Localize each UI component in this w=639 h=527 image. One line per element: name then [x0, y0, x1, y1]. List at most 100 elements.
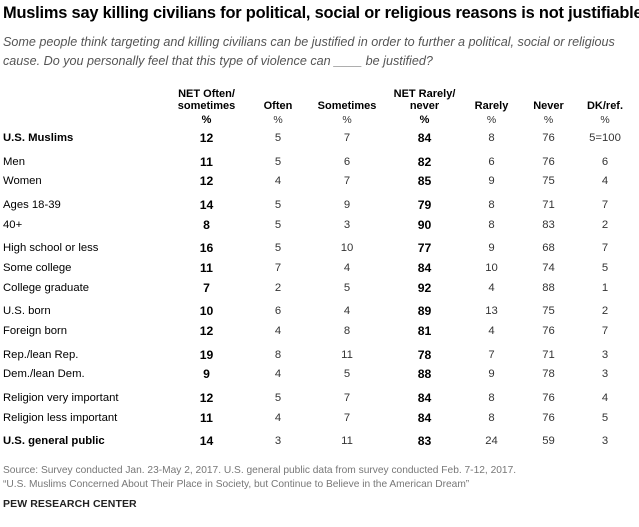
data-cell: 5 [274, 131, 282, 144]
data-cell: 78 [417, 347, 432, 362]
data-cell: 4 [343, 305, 351, 318]
data-cell: 7 [274, 261, 282, 274]
row-label: U.S. born [3, 305, 51, 318]
column-header: Often [248, 88, 308, 112]
column-header-line2: never [409, 100, 440, 112]
data-cell: 82 [417, 154, 432, 169]
column-header: Never [520, 88, 577, 112]
data-cell: 3 [601, 348, 609, 361]
source-note: Source: Survey conducted Jan. 23-May 2, … [3, 465, 517, 476]
data-cell: 4 [274, 411, 282, 424]
data-cell: 81 [417, 324, 432, 339]
data-cell: 14 [199, 434, 214, 449]
data-cell: 4 [343, 261, 351, 274]
row-label: High school or less [3, 242, 99, 255]
row-label: Rep./lean Rep. [3, 348, 79, 361]
column-header-line1: NET Often/ [178, 88, 235, 100]
data-cell: 68 [542, 242, 555, 255]
data-cell: 12 [199, 130, 214, 145]
data-cell: 6 [343, 155, 351, 168]
column-header: Rarely [463, 88, 520, 112]
data-cell: 92 [417, 280, 432, 295]
data-cell: 76 [542, 131, 555, 144]
data-cell: 10 [485, 261, 498, 274]
data-cell: 7 [343, 131, 351, 144]
data-cell: 9 [488, 242, 495, 255]
data-cell: 83 [542, 218, 555, 231]
unit-cell: % [342, 114, 352, 126]
chart-title: Muslims say killing civilians for politi… [3, 4, 639, 22]
data-cell: 11 [341, 348, 353, 361]
data-cell: 11 [200, 410, 213, 425]
data-cell: 71 [542, 198, 555, 211]
column-header: DK/ref. [577, 88, 633, 112]
data-cell: 3 [601, 435, 609, 448]
data-cell: 84 [417, 391, 432, 406]
table-row: Women 12 4 7 85 9 75 4 [3, 171, 633, 191]
data-cell: 75 [542, 175, 555, 188]
row-label: U.S. general public [3, 435, 105, 448]
column-header-line2: Sometimes [317, 100, 377, 112]
data-cell: 90 [417, 217, 432, 232]
data-cell: 4 [488, 325, 495, 338]
data-cell: 88 [542, 281, 555, 294]
data-cell: 4 [274, 175, 282, 188]
row-label: College graduate [3, 281, 90, 294]
data-cell: 84 [417, 130, 432, 145]
table-row: Religion less important 11 4 7 84 8 76 5 [3, 408, 633, 428]
data-cell: 8 [274, 348, 282, 361]
data-cell: 11 [200, 260, 213, 275]
chart-subtitle: Some people think targeting and killing … [3, 35, 615, 68]
data-cell: 14 [199, 197, 214, 212]
table-row: Religion very important 12 5 7 84 8 76 4 [3, 388, 633, 408]
data-cell: 11 [341, 435, 353, 448]
table-row: Rep./lean Rep. 19 8 11 78 7 71 3 [3, 345, 633, 365]
table-row: U.S. born 10 6 4 89 13 75 2 [3, 302, 633, 322]
data-cell: 2 [601, 218, 609, 231]
data-cell: 2 [601, 305, 609, 318]
column-header-line2: sometimes [177, 100, 236, 112]
data-cell: 12 [199, 391, 214, 406]
data-cell: 7 [488, 348, 495, 361]
row-label: Religion less important [3, 411, 118, 424]
data-cell: 84 [417, 260, 432, 275]
data-cell: 10 [340, 242, 354, 255]
data-cell: 19 [199, 347, 214, 362]
data-cell: 3 [274, 435, 282, 448]
table-row: College graduate 7 2 5 92 4 88 1 [3, 278, 633, 298]
header-row: NET Often/sometimes Often Sometimes NET … [3, 88, 633, 112]
data-cell: 2 [274, 281, 282, 294]
data-cell: 84 [417, 410, 432, 425]
table-row: Foreign born 12 4 8 81 4 76 7 [3, 321, 633, 341]
column-header: NET Often/sometimes [165, 88, 248, 112]
data-cell: 9 [488, 368, 495, 381]
data-cell: 7 [343, 411, 351, 424]
data-cell: 4 [274, 325, 282, 338]
data-cell: 7 [203, 280, 210, 295]
data-cell: 7 [601, 242, 609, 255]
unit-label [3, 112, 165, 128]
unit-row: % % % % % % % [3, 112, 633, 128]
data-cell: 5=100 [589, 131, 621, 144]
brand-logo-text: PEW RESEARCH CENTER [3, 498, 137, 510]
data-cell: 74 [542, 261, 555, 274]
data-cell: 76 [542, 411, 555, 424]
data-cell: 4 [601, 392, 609, 405]
row-label: U.S. Muslims [3, 131, 74, 144]
table-body: U.S. Muslims 12 5 7 84 8 76 5=100 Men 11 5 6 82 6 76 6 W… [3, 128, 633, 451]
data-cell: 9 [343, 198, 351, 211]
data-cell: 8 [488, 411, 495, 424]
data-cell: 12 [199, 324, 214, 339]
data-cell: 83 [417, 434, 432, 449]
data-cell: 6 [274, 305, 282, 318]
data-cell: 8 [488, 392, 495, 405]
data-cell: 76 [542, 155, 555, 168]
data-cell: 7 [601, 198, 609, 211]
data-cell: 6 [488, 155, 495, 168]
data-cell: 3 [601, 368, 609, 381]
row-label-header [3, 88, 165, 112]
data-cell: 8 [488, 218, 495, 231]
column-header-line2: DK/ref. [586, 100, 624, 112]
data-cell: 5 [274, 242, 282, 255]
